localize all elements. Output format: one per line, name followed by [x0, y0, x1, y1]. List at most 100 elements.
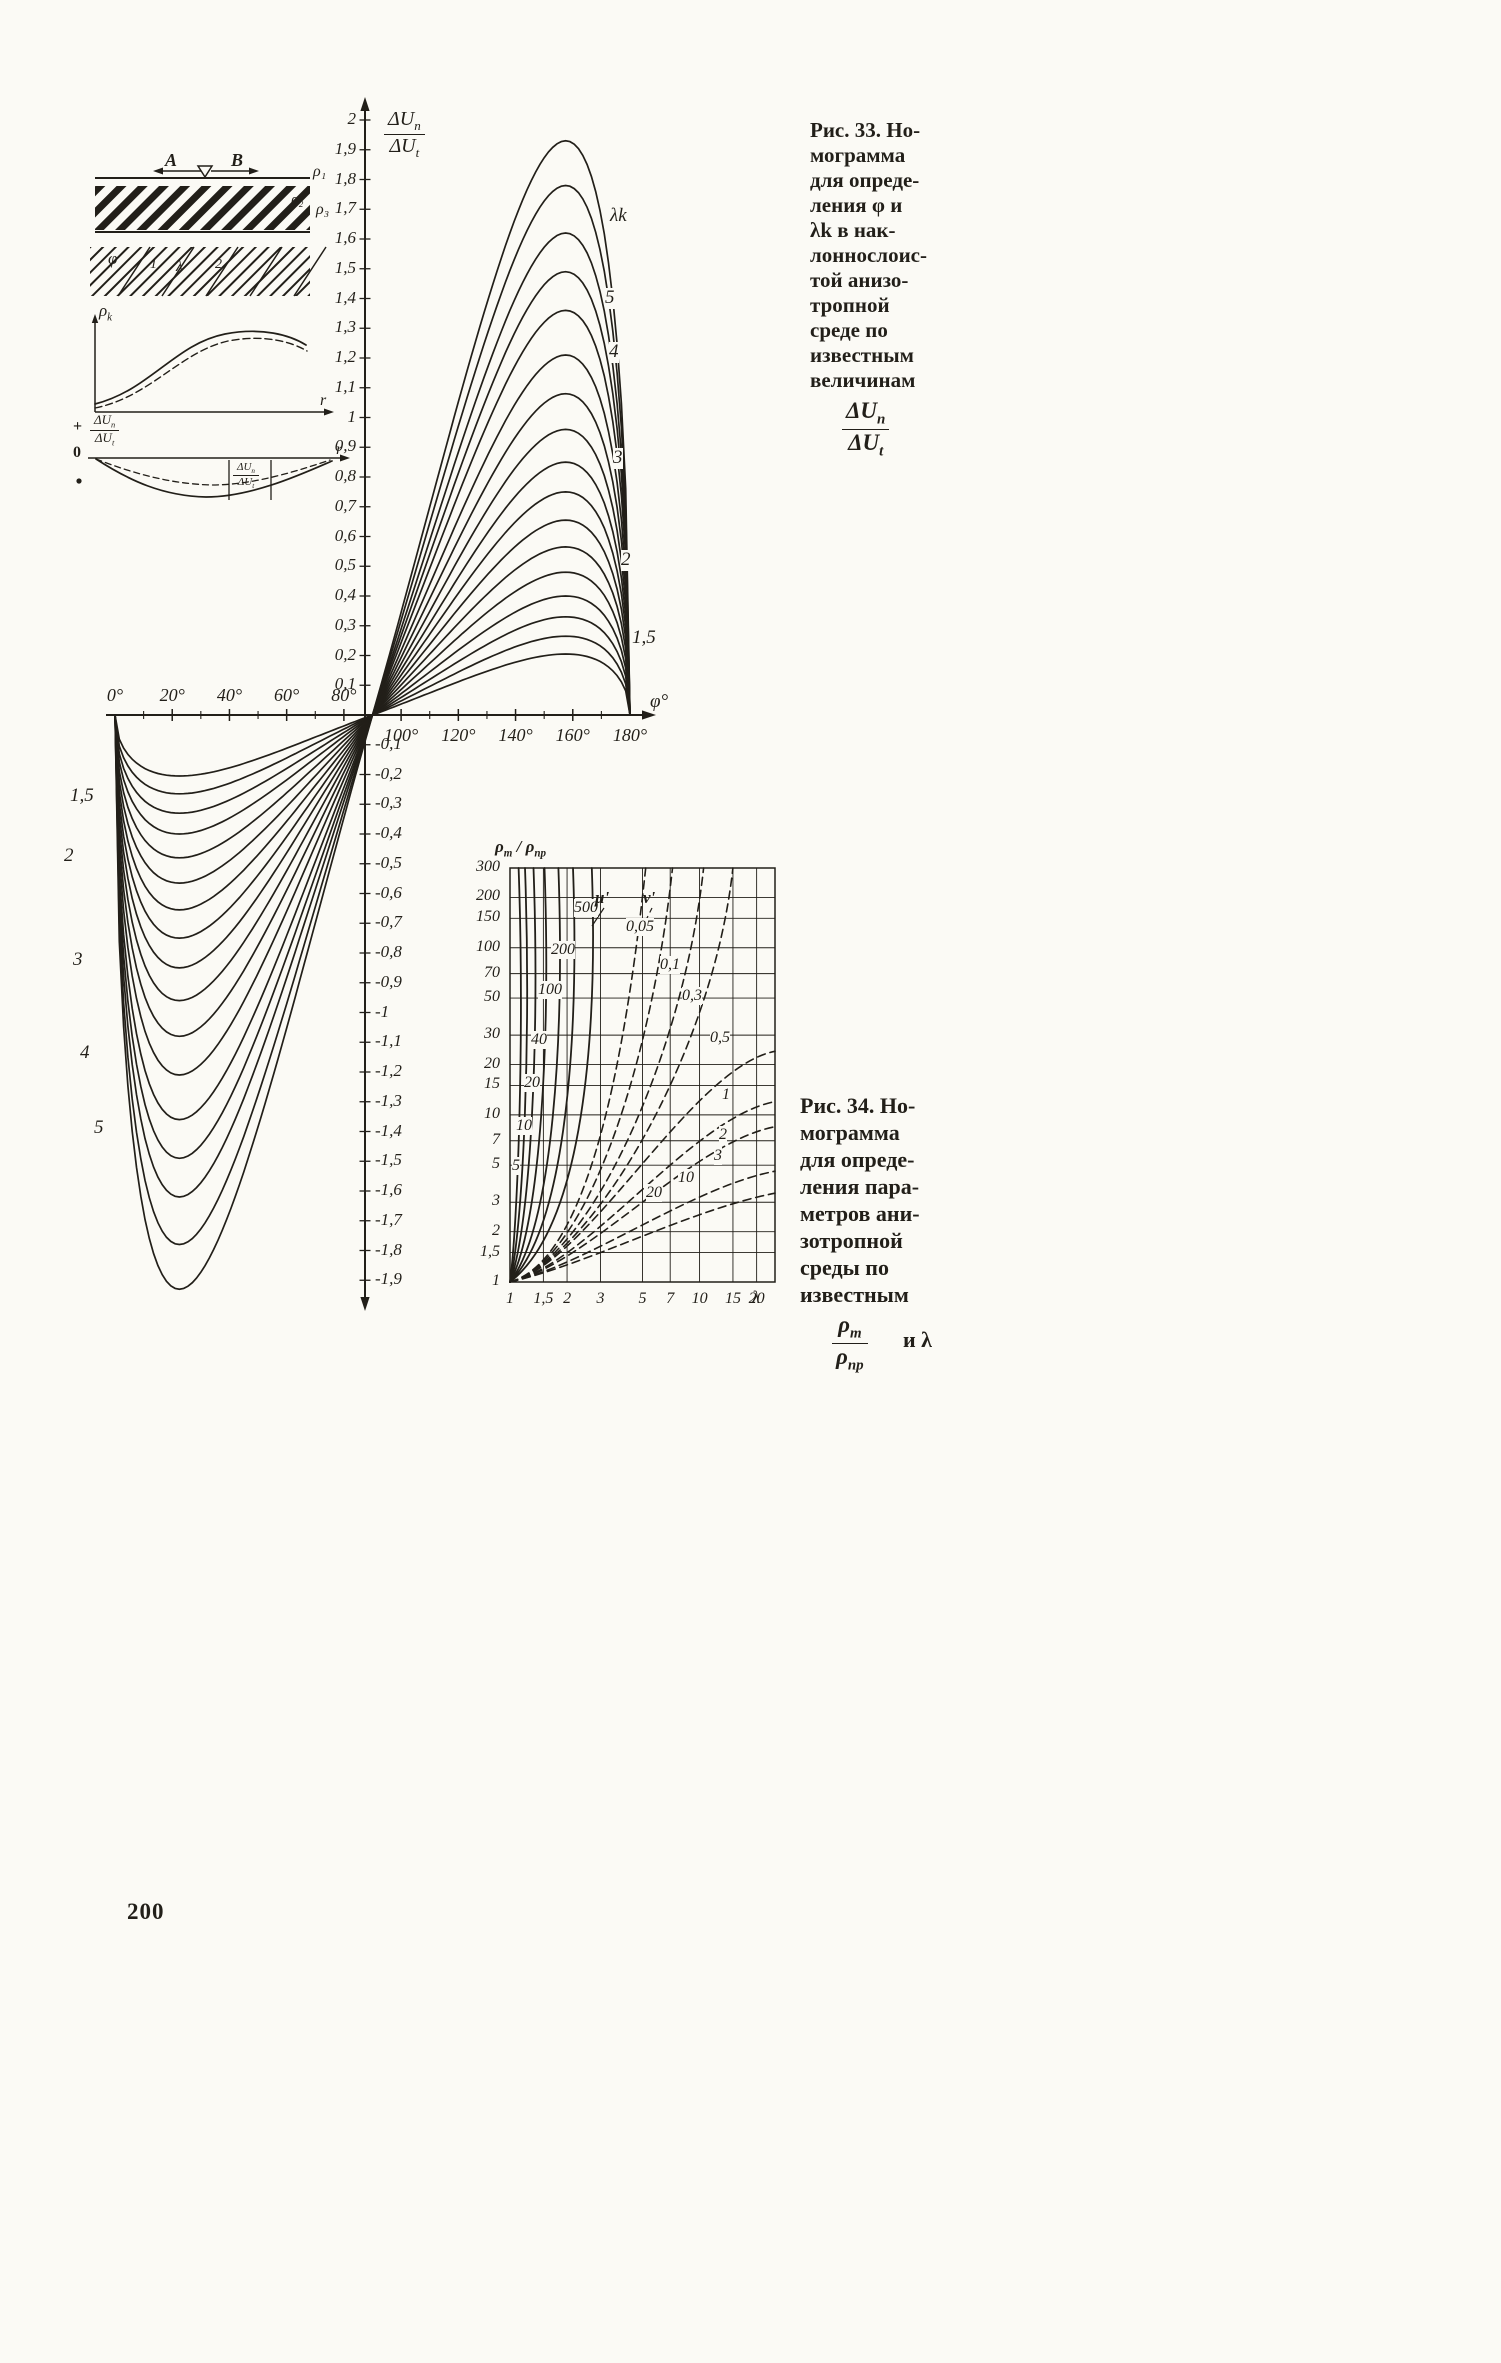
fig33-yaxis-title-fraction: ΔUn ΔUt [384, 108, 425, 161]
y-tick-label: -1,3 [375, 1090, 402, 1110]
curve-label: 5 [94, 1117, 104, 1138]
nu-curve-label: 0,5 [710, 1029, 730, 1047]
caption-line: ления пара- [800, 1174, 920, 1199]
fig33-caption: Рис. 33. Но-мограмма для опреде-ления φ и… [810, 118, 946, 393]
fraction-denominator: ΔUt [237, 476, 255, 491]
y-tick-label: 0,4 [334, 585, 356, 604]
caption-line: зотропной [800, 1228, 903, 1253]
caption-line: метров ани- [800, 1201, 920, 1226]
y-tick-label: 1,6 [334, 228, 356, 247]
y-tick-label: 1,5 [334, 257, 356, 277]
y-tick-label: -0,3 [375, 793, 402, 813]
caption-line: той анизо- [810, 268, 909, 292]
y-tick-label: 1,4 [334, 287, 356, 307]
inset-rho2-label: ρ₂ [291, 192, 304, 208]
inset-arrow-a-label: A [165, 150, 178, 170]
y-tick-label: 200 [476, 887, 500, 905]
y-tick-label: 2 [347, 109, 357, 128]
y-tick-label: 1 [347, 406, 357, 426]
curve-label: 2 [621, 549, 631, 571]
inset-zero-label: 0 [73, 444, 81, 461]
y-tick-label: 5 [492, 1155, 500, 1173]
x-tick-label: 1 [506, 1290, 514, 1307]
y-tick-label: -1,6 [375, 1180, 402, 1199]
fig33-xaxis-label: φ° [650, 691, 669, 712]
mu-curve-label: 40 [531, 1031, 547, 1049]
y-tick-label: 0,1 [334, 674, 356, 694]
nu-curve-label: 1 [722, 1086, 730, 1104]
fig34-nu-family-label: ν' [643, 888, 656, 907]
x-tick-label: 1,5 [533, 1290, 554, 1307]
y-tick-label: 0,6 [334, 525, 356, 545]
nu-curve-label: 10 [678, 1169, 694, 1187]
curve-label: 2 [64, 845, 74, 866]
y-tick-label: 30 [484, 1025, 500, 1043]
x-tick-label: 3 [596, 1290, 605, 1307]
inset-lambda-label: λ [176, 258, 183, 275]
caption-line: тропной [810, 293, 890, 317]
y-tick-label: -1,1 [375, 1031, 402, 1051]
x-tick-label: 15 [724, 1290, 741, 1307]
fraction-numerator: ΔUn [90, 412, 120, 432]
y-tick-label: -0,2 [375, 763, 402, 783]
inset-plus-label: + [73, 418, 83, 435]
x-tick-label: 100° [384, 725, 419, 745]
y-tick-label: 3 [492, 1192, 500, 1210]
inset-rho1-label: ρ₁ [313, 163, 327, 180]
fraction-numerator: ΔUn [842, 398, 890, 430]
inset-fraction-1: ΔUn ΔUt [90, 412, 120, 449]
fig34-xaxis-label: λ [752, 1287, 760, 1307]
inset-phi-label: φ [108, 249, 118, 268]
y-tick-label: 300 [476, 858, 500, 875]
y-tick-label: 0,5 [334, 555, 356, 575]
x-tick-label: 2 [563, 1290, 572, 1307]
y-tick-label: 0,9 [334, 436, 356, 456]
y-tick-label: 0,7 [334, 495, 356, 515]
nu-curve-label: 0,3 [682, 987, 702, 1005]
mu-curve-label: 20 [524, 1074, 540, 1092]
fig34-yaxis-title: ρm / ρпр [495, 837, 547, 860]
y-tick-label: -1,2 [375, 1061, 402, 1080]
caption-line: мограмма [800, 1120, 900, 1145]
y-tick-label: 10 [484, 1104, 500, 1122]
caption-line: ления φ и [810, 193, 903, 217]
fig34-caption: Рис. 34. Но-мограмма для опреде-ления пар… [800, 1092, 952, 1308]
nu-curve-label: 2 [719, 1126, 727, 1144]
inset-layer2-label: 2 [215, 257, 222, 272]
curve-label: 1,5 [70, 785, 94, 806]
curve-label: 4 [609, 341, 619, 363]
y-tick-label: 1,8 [334, 168, 356, 188]
page-number: 200 [127, 1899, 165, 1924]
x-tick-label: 40° [216, 685, 243, 705]
y-tick-label: -1 [375, 1001, 390, 1021]
mu-curve-label: 500 [574, 899, 598, 917]
curve-label: 5 [605, 287, 615, 309]
fig33-caption-fraction: ΔUn ΔUt [842, 398, 890, 461]
y-tick-label: 0,3 [334, 614, 356, 634]
y-tick-label: 150 [476, 908, 500, 926]
curve-label: 4 [80, 1042, 90, 1063]
y-tick-label: 100 [476, 937, 500, 955]
caption-line: среды по [800, 1255, 889, 1280]
y-tick-label: -1,7 [375, 1209, 402, 1229]
mu-curve-label: 5 [512, 1157, 520, 1175]
x-tick-label: 20° [159, 685, 185, 705]
mu-curve-label: 200 [551, 941, 575, 959]
x-tick-label: 160° [555, 725, 590, 745]
caption-line: лоннослоис- [810, 243, 927, 267]
curve-label: 3 [613, 447, 623, 469]
inset-rho-k-label: ρk [99, 301, 113, 324]
y-tick-label: 7 [492, 1130, 500, 1148]
fig34-mu-family-label: μ' [595, 888, 610, 907]
y-tick-label: -0,1 [375, 733, 402, 753]
y-tick-label: -1,9 [375, 1269, 402, 1289]
y-tick-label: -1,5 [375, 1150, 402, 1170]
curve-label: 1,5 [632, 627, 656, 649]
x-tick-label: 5 [638, 1290, 647, 1307]
x-tick-label: 80° [331, 685, 357, 705]
caption-line: известным [810, 343, 914, 367]
caption-line: λk в нак- [810, 218, 896, 242]
mu-curve-label: 100 [538, 981, 562, 999]
y-tick-label: 20 [484, 1054, 500, 1072]
caption-line: для опреде- [810, 168, 920, 192]
